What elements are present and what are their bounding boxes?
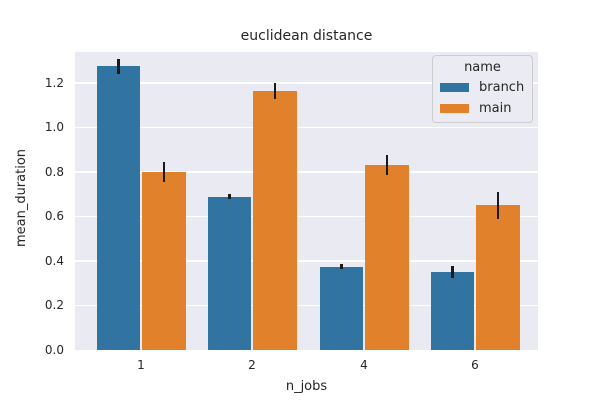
legend-swatch-main	[440, 104, 469, 113]
y-axis-label: mean_duration	[14, 148, 29, 248]
legend-label-branch: branch	[479, 80, 525, 95]
y-tick-0.6: 0.6	[44, 209, 64, 224]
legend-swatch-branch	[440, 83, 469, 92]
y-tick-0.2: 0.2	[44, 298, 64, 313]
bar-branch-6	[430, 272, 474, 350]
y-tick-0.0: 0.0	[44, 342, 64, 357]
plot-area: name branch main	[75, 52, 538, 350]
errorbar-branch-1	[117, 58, 120, 75]
gridline-0.4	[75, 260, 538, 262]
errorbar-branch-4	[340, 263, 343, 270]
y-tick-0.8: 0.8	[44, 164, 64, 179]
gridline-0.6	[75, 215, 538, 218]
x-tick-2: 2	[248, 358, 256, 372]
bar-main-6	[476, 205, 520, 350]
bar-main-4	[365, 165, 409, 350]
gridline-0.8	[75, 171, 538, 173]
x-tick-6: 6	[471, 358, 479, 372]
gridline-0.2	[75, 304, 538, 307]
y-tick-1.0: 1.0	[44, 120, 64, 135]
errorbar-branch-6	[451, 265, 454, 279]
errorbar-main-6	[496, 192, 499, 219]
gridline-1.2	[75, 82, 538, 84]
legend-label-main: main	[479, 101, 512, 116]
errorbar-main-1	[162, 162, 165, 183]
legend-entry-main: main	[433, 98, 532, 119]
x-tick-1: 1	[137, 358, 145, 372]
errorbar-branch-2	[228, 193, 231, 200]
legend-entry-branch: branch	[433, 77, 532, 98]
legend: name branch main	[432, 55, 533, 123]
bar-main-1	[142, 172, 186, 350]
y-tick-1.2: 1.2	[44, 75, 64, 90]
y-tick-0.4: 0.4	[44, 253, 64, 268]
errorbar-main-2	[273, 83, 276, 99]
chart-title: euclidean distance	[240, 28, 373, 44]
x-tick-4: 4	[360, 358, 368, 372]
legend-title: name	[464, 60, 501, 75]
x-axis-label: n_jobs	[285, 379, 328, 394]
bar-branch-1	[96, 66, 140, 350]
bar-main-2	[253, 90, 297, 350]
bar-branch-2	[207, 196, 251, 350]
bar-branch-4	[319, 266, 363, 350]
errorbar-main-4	[385, 155, 388, 176]
gridline-1.0	[75, 126, 538, 129]
